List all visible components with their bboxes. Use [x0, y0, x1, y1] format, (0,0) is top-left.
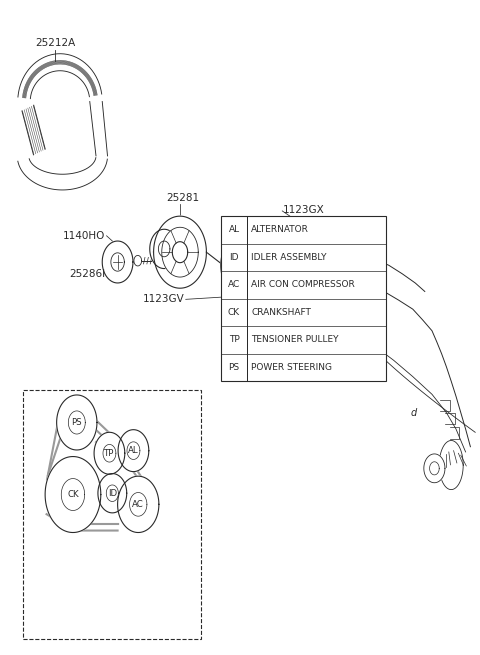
Text: ID: ID	[229, 253, 239, 262]
Polygon shape	[106, 485, 119, 502]
Bar	[221, 216, 386, 381]
Text: 1123GX: 1123GX	[283, 204, 325, 215]
Polygon shape	[150, 229, 179, 269]
Polygon shape	[102, 241, 133, 283]
Text: ALTERNATOR: ALTERNATOR	[251, 225, 309, 234]
Text: AC: AC	[132, 500, 144, 509]
Polygon shape	[111, 253, 124, 271]
Text: CK: CK	[228, 308, 240, 317]
Text: CRANKSHAFT: CRANKSHAFT	[251, 308, 311, 317]
Polygon shape	[250, 291, 257, 301]
Text: d: d	[410, 407, 417, 418]
Polygon shape	[45, 457, 101, 533]
Text: TP: TP	[104, 449, 115, 458]
Polygon shape	[238, 256, 252, 274]
Polygon shape	[118, 430, 149, 472]
Polygon shape	[308, 231, 314, 238]
Polygon shape	[158, 241, 170, 257]
Text: PS: PS	[228, 363, 240, 372]
Polygon shape	[424, 454, 445, 483]
Text: PS: PS	[72, 418, 82, 427]
Text: AIR CON COMPRESSOR: AIR CON COMPRESSOR	[251, 280, 355, 290]
Polygon shape	[292, 217, 299, 226]
Polygon shape	[229, 244, 260, 286]
Text: POWER STEERING: POWER STEERING	[251, 363, 332, 372]
Text: 25212A: 25212A	[35, 38, 75, 48]
Polygon shape	[68, 411, 85, 434]
Polygon shape	[162, 227, 198, 277]
Polygon shape	[127, 442, 140, 459]
Text: IDLER ASSEMBLY: IDLER ASSEMBLY	[251, 253, 326, 262]
Text: 1123GV: 1123GV	[143, 294, 185, 305]
Polygon shape	[57, 395, 97, 450]
Polygon shape	[134, 255, 142, 266]
Text: 25281: 25281	[166, 193, 199, 203]
Bar	[23, 390, 201, 639]
Polygon shape	[61, 479, 84, 510]
Polygon shape	[221, 233, 269, 298]
Polygon shape	[94, 432, 125, 474]
Polygon shape	[172, 242, 188, 263]
Polygon shape	[154, 216, 206, 288]
Polygon shape	[118, 476, 159, 533]
Text: AL: AL	[128, 446, 139, 455]
Text: 25286I: 25286I	[70, 269, 106, 279]
Text: AL: AL	[228, 225, 240, 234]
Polygon shape	[98, 474, 127, 513]
Text: CK: CK	[67, 490, 79, 499]
Text: ID: ID	[108, 489, 117, 498]
Text: TP: TP	[228, 335, 240, 345]
Text: AC: AC	[228, 280, 240, 290]
Text: 25100A: 25100A	[226, 316, 265, 326]
Polygon shape	[130, 493, 147, 516]
Text: TENSIONER PULLEY: TENSIONER PULLEY	[251, 335, 338, 345]
Polygon shape	[103, 445, 116, 462]
Polygon shape	[265, 286, 271, 293]
Polygon shape	[267, 233, 273, 241]
Text: 25124A: 25124A	[254, 330, 295, 341]
Polygon shape	[312, 286, 318, 293]
Text: 1140HO: 1140HO	[63, 231, 106, 241]
